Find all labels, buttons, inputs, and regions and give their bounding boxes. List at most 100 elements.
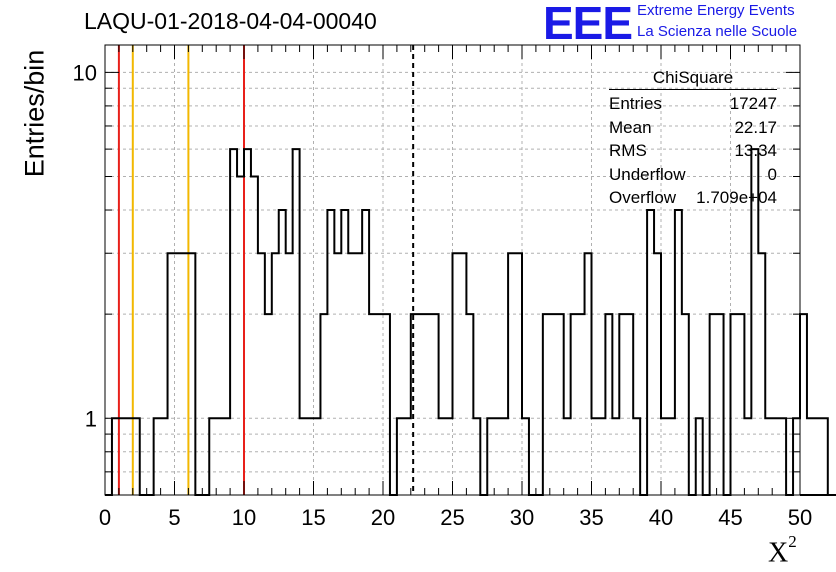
histogram-bin: [126, 418, 133, 495]
histogram-bin: [341, 210, 348, 495]
histogram-step-line: [105, 148, 836, 496]
histogram-bin: [744, 418, 751, 495]
histogram-bin: [598, 418, 605, 495]
stats-value: 1.709e+04: [696, 188, 777, 207]
histogram-bin: [453, 253, 460, 495]
histogram-bin: [473, 418, 480, 495]
x-axis-label: X2: [768, 532, 797, 569]
histogram-bin: [592, 418, 599, 495]
histogram-bin: [446, 418, 453, 495]
histogram-bin: [696, 418, 703, 495]
histogram-bin: [119, 418, 126, 495]
histogram-bin: [564, 418, 571, 495]
histogram-bin: [286, 253, 293, 495]
stats-value: 22.17: [734, 117, 777, 137]
stats-label: Entries: [609, 94, 662, 113]
histogram-bin: [633, 418, 640, 495]
histogram-bin: [466, 314, 473, 495]
x-tick-label: 15: [301, 505, 325, 530]
histogram-bin: [237, 177, 244, 495]
histogram-bin: [557, 314, 564, 495]
y-tick-label: 1: [85, 406, 97, 431]
stats-box-name: ChiSquare: [609, 68, 777, 90]
histogram-bin: [779, 418, 786, 495]
histogram-bin: [300, 418, 307, 495]
histogram-bin: [772, 418, 779, 495]
logo-line-1: Extreme Energy Events: [637, 2, 795, 19]
chart-title: LAQU-01-2018-04-04-00040: [84, 8, 377, 34]
histogram-bin: [168, 253, 175, 495]
y-tick-label: 10: [73, 60, 97, 85]
histogram-bin: [487, 418, 494, 495]
stats-label: RMS: [609, 141, 647, 160]
histogram-bin: [355, 253, 362, 495]
histogram-bin: [383, 314, 390, 495]
histogram-bin: [293, 149, 300, 495]
histogram-bin: [425, 314, 432, 495]
histogram-bin: [459, 253, 466, 495]
histogram-bin: [223, 418, 230, 495]
logo-line-2: La Scienza nelle Scuole: [637, 23, 798, 40]
histogram-bin: [439, 418, 446, 495]
histogram-bin: [661, 418, 668, 495]
histogram-bin: [675, 210, 682, 495]
histogram-bin: [181, 253, 188, 495]
histogram-bin: [404, 418, 411, 495]
histogram-bin: [717, 314, 724, 495]
histogram-bin: [731, 314, 738, 495]
histogram-bin: [216, 418, 223, 495]
histogram-bin: [362, 210, 369, 495]
x-tick-label: 45: [718, 505, 742, 530]
stats-label: Underflow: [609, 164, 686, 184]
histogram-bin: [508, 253, 515, 495]
histogram-bin: [397, 418, 404, 495]
stats-value: 0: [767, 164, 777, 184]
histogram-bin: [161, 418, 168, 495]
stats-row-mean: Mean 22.17: [609, 116, 777, 140]
histogram-bin: [668, 418, 675, 495]
histogram-bin: [585, 253, 592, 495]
x-tick-label: 40: [649, 505, 673, 530]
histogram-bin: [314, 418, 321, 495]
histogram-bin: [307, 418, 314, 495]
stats-label: Overflow: [609, 188, 677, 207]
histogram-bin: [112, 418, 119, 495]
histogram-bin: [501, 418, 508, 495]
histogram-bin: [654, 253, 661, 495]
x-tick-label: 0: [99, 505, 111, 530]
histogram-bin: [765, 418, 772, 495]
histogram-bin: [348, 253, 355, 495]
x-tick-label: 50: [788, 505, 812, 530]
histogram-bin: [320, 314, 327, 495]
histogram-bin: [279, 210, 286, 495]
y-axis-label: Entries/bin: [19, 49, 50, 178]
histogram-bin: [647, 210, 654, 495]
histogram-bin: [154, 418, 161, 495]
histogram-bin: [175, 253, 182, 495]
x-tick-label: 5: [168, 505, 180, 530]
stats-row-entries: Entries 17247: [609, 92, 777, 116]
histogram-bin: [244, 149, 251, 495]
stats-row-rms: RMS 13.34: [609, 139, 777, 163]
histogram-bin: [814, 418, 821, 495]
histogram-bin: [821, 418, 828, 495]
histogram-bin: [682, 314, 689, 495]
histogram-bin: [265, 314, 272, 495]
histogram-bin: [258, 253, 265, 495]
histogram-bin: [209, 418, 216, 495]
x-tick-label: 10: [232, 505, 256, 530]
stats-value: 17247: [729, 94, 777, 113]
x-tick-label: 30: [510, 505, 534, 530]
histogram-bin: [376, 314, 383, 495]
histogram-bin: [272, 253, 279, 495]
x-tick-label: 25: [440, 505, 464, 530]
histogram-bin: [327, 210, 334, 495]
histogram-bin: [543, 314, 550, 495]
histogram-bin: [522, 418, 529, 495]
histogram-bin: [793, 418, 800, 495]
eee-logo-mark: EEE: [543, 0, 633, 49]
histogram-bin: [612, 418, 619, 495]
histogram-bin: [807, 418, 814, 495]
histogram-bin: [230, 149, 237, 495]
